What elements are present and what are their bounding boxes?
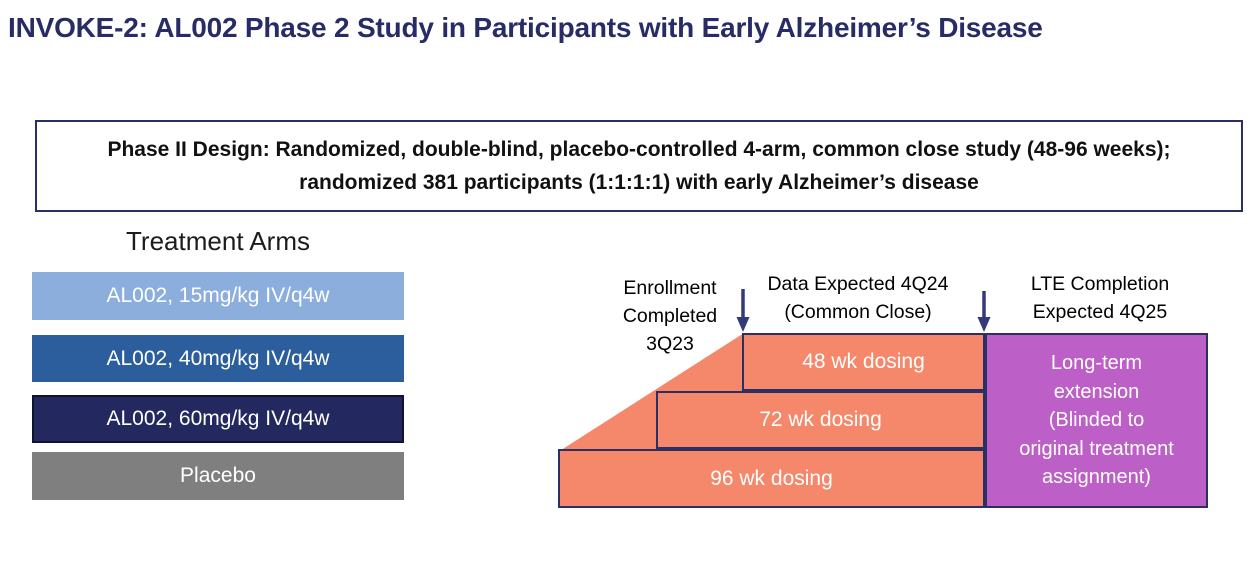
- arm-bar-15mg-label: AL002, 15mg/kg IV/q4w: [106, 284, 330, 307]
- dosing-bar-48wk: 48 wk dosing: [742, 333, 985, 391]
- dosing-bar-96wk: 96 wk dosing: [558, 449, 985, 508]
- arm-bar-15mg: AL002, 15mg/kg IV/q4w: [32, 272, 404, 320]
- page-title: INVOKE-2: AL002 Phase 2 Study in Partici…: [8, 12, 1043, 43]
- arm-bar-40mg-label: AL002, 40mg/kg IV/q4w: [106, 346, 330, 370]
- milestone-lte-completion-label: LTE Completion Expected 4Q25: [1030, 273, 1170, 323]
- arm-bar-60mg: AL002, 60mg/kg IV/q4w: [32, 395, 404, 443]
- phase2-design-box: Phase II Design: Randomized, double-blin…: [35, 120, 1243, 212]
- dosing-bar-96wk-label: 96 wk dosing: [710, 466, 833, 490]
- arm-bar-60mg-label: AL002, 60mg/kg IV/q4w: [106, 407, 330, 430]
- milestone-data-expected-label: Data Expected 4Q24 (Common Close): [767, 273, 949, 323]
- long-term-extension-box: Long-term extension (Blinded to original…: [985, 333, 1208, 508]
- dosing-bar-48wk-label: 48 wk dosing: [802, 350, 925, 373]
- down-arrow-icon: [736, 289, 750, 332]
- long-term-extension-label: Long-term extension (Blinded to original…: [1019, 352, 1174, 489]
- arm-bar-placebo-label: Placebo: [180, 464, 256, 487]
- arm-bar-placebo: Placebo: [32, 452, 404, 500]
- down-arrow-icon: [977, 291, 991, 332]
- dosing-bar-72wk: 72 wk dosing: [656, 391, 985, 449]
- milestone-enrollment-label: Enrollment Completed 3Q23: [622, 277, 718, 355]
- treatment-arms-heading: Treatment Arms: [126, 226, 310, 256]
- phase2-design-text: Phase II Design: Randomized, double-blin…: [107, 138, 1171, 194]
- arm-bar-40mg: AL002, 40mg/kg IV/q4w: [32, 335, 404, 382]
- dosing-bar-72wk-label: 72 wk dosing: [759, 408, 882, 431]
